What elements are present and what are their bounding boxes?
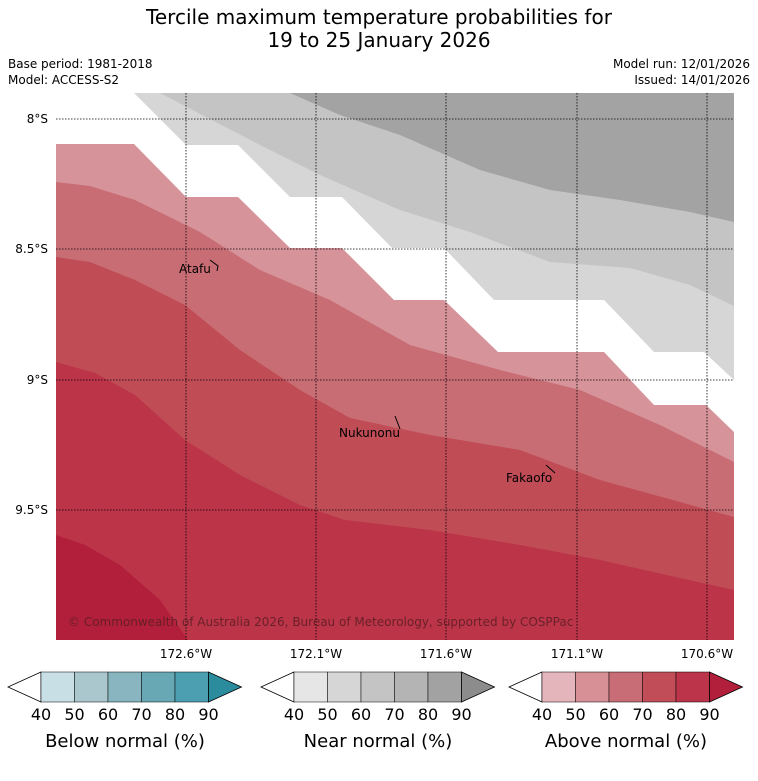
colorbar-below-title: Below normal (%) [45, 731, 205, 752]
model-name: Model: ACCESS-S2 [8, 73, 120, 87]
title-line-1: Tercile maximum temperature probabilitie… [146, 5, 612, 29]
colorbar-near-extend-high [461, 671, 496, 703]
colorbar-above-extend-high [709, 671, 744, 703]
metadata-left: Base period: 1981-2018 Model: ACCESS-S2 [8, 56, 153, 88]
atoll-coastlines [209, 259, 556, 474]
colorbar-below-segment [107, 671, 142, 703]
base-period: Base period: 1981-2018 [8, 57, 153, 71]
colorbar-near-tick-label: 40 [284, 705, 304, 724]
model-run-date: Model run: 12/01/2026 [612, 57, 750, 71]
issued-date: Issued: 14/01/2026 [634, 73, 750, 87]
colorbar-below-extend-high [208, 671, 243, 703]
colorbar-above-tick-label: 40 [532, 705, 552, 724]
colorbar-above-tick-label: 60 [599, 705, 619, 724]
colorbar-near-segment [394, 671, 429, 703]
above-normal-90-band [56, 535, 188, 640]
lon-label-172-6w: 172.6°W [160, 647, 212, 661]
colorbar-below-segment [141, 671, 176, 703]
place-label-atafu: Atafu [179, 262, 211, 276]
colorbar-near-tick-label: 80 [418, 705, 438, 724]
colorbar-above-tick-label: 50 [565, 705, 585, 724]
lat-label-9-5s: 9.5°S [15, 503, 48, 517]
colorbar-near-tick-label: 90 [451, 705, 471, 724]
colorbar-below-normal: 40 50 60 70 80 90 Below normal (%) [7, 671, 243, 752]
colorbar-above-segment [642, 671, 677, 703]
colorbar-below-tick-label: 70 [131, 705, 151, 724]
colorbar-above-tick-label: 70 [632, 705, 652, 724]
lat-label-9s: 9°S [27, 373, 48, 387]
gridlines [56, 93, 734, 640]
near-normal-70-band [290, 93, 734, 222]
colorbar-above-segment [675, 671, 710, 703]
place-label-nukunonu: Nukunonu [339, 426, 400, 440]
lon-label-172-1w: 172.1°W [290, 647, 342, 661]
colorbar-near-tick-label: 60 [351, 705, 371, 724]
colorbar-above-segment [608, 671, 643, 703]
colorbar-above-tick-label: 90 [699, 705, 719, 724]
colorbar-below-tick-label: 80 [165, 705, 185, 724]
fakaofo-atoll-outline [545, 464, 556, 474]
map-title: Tercile maximum temperature probabilitie… [0, 6, 758, 52]
lat-label-8-5s: 8.5°S [15, 242, 48, 256]
title-line-2: 19 to 25 January 2026 [267, 28, 491, 52]
colorbar-above-segment [541, 671, 576, 703]
colorbar-near-tick-label: 50 [317, 705, 337, 724]
colorbar-below-segment [74, 671, 109, 703]
colorbar-near-title: Near normal (%) [304, 731, 453, 752]
lon-label-170-6w: 170.6°W [681, 647, 733, 661]
colorbar-below-tick-label: 50 [64, 705, 84, 724]
colorbar-below-tick-label: 90 [198, 705, 218, 724]
colorbar-below-tick-label: 40 [31, 705, 51, 724]
colorbar-near-extend-low [260, 671, 295, 703]
colorbar-near-segment [427, 671, 462, 703]
colorbar-near-normal: 40 50 60 70 80 90 Near normal (%) [260, 671, 496, 752]
colorbar-below-segment [174, 671, 209, 703]
colorbar-above-tick-label: 80 [666, 705, 686, 724]
lon-label-171-1w: 171.1°W [551, 647, 603, 661]
atafu-atoll-outline [209, 259, 219, 272]
colorbar-above-title: Above normal (%) [545, 731, 707, 752]
nukunonu-atoll-outline [394, 415, 401, 430]
colorbar-near-tick-label: 70 [384, 705, 404, 724]
metadata-right: Model run: 12/01/2026 Issued: 14/01/2026 [613, 56, 750, 88]
colorbar-below-tick-label: 60 [98, 705, 118, 724]
colorbar-near-segment [360, 671, 395, 703]
colorbar-below-extend-low [7, 671, 42, 703]
lat-label-8s: 8°S [27, 112, 48, 126]
colorbar-above-segment [575, 671, 610, 703]
colorbar-near-segment [327, 671, 362, 703]
copyright-notice: © Commonwealth of Australia 2026, Bureau… [68, 615, 573, 629]
colorbar-near-segment [293, 671, 328, 703]
place-label-fakaofo: Fakaofo [506, 471, 552, 485]
colorbar-below-segment [40, 671, 75, 703]
lon-label-171-6w: 171.6°W [420, 647, 472, 661]
colorbar-above-normal: 40 50 60 70 80 90 Above normal (%) [508, 671, 744, 752]
probability-field: © Commonwealth of Australia 2026, Bureau… [56, 93, 734, 640]
above-normal-80-band [56, 362, 734, 640]
colorbar-above-extend-low [508, 671, 543, 703]
